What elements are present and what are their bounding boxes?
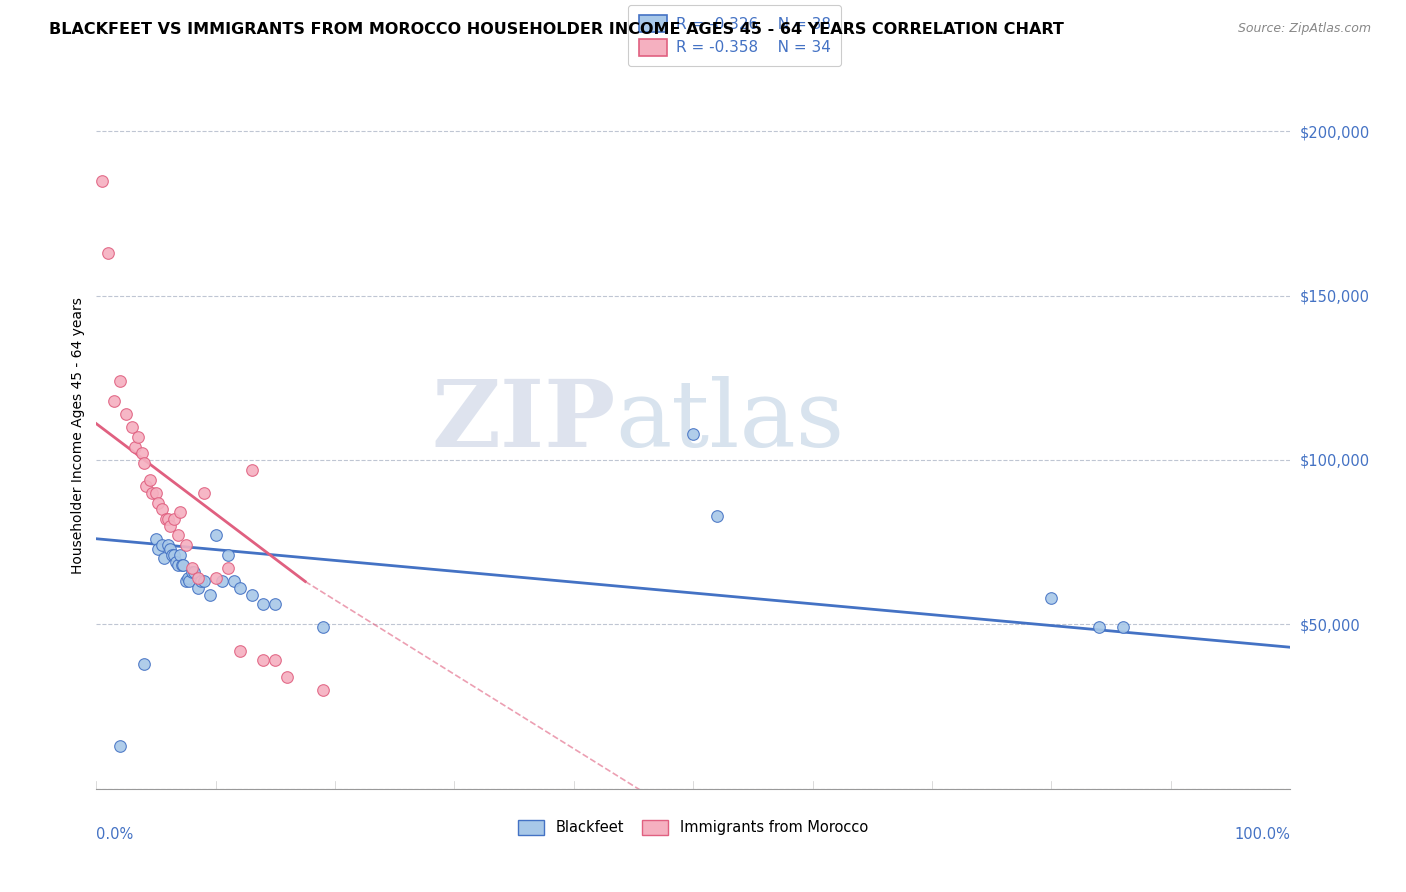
- Point: [160, 548, 183, 562]
- Point: [159, 518, 181, 533]
- Point: [169, 548, 191, 562]
- Point: [252, 653, 274, 667]
- Y-axis label: Householder Income Ages 45 - 64 years: Householder Income Ages 45 - 64 years: [72, 297, 86, 574]
- Point: [312, 682, 335, 697]
- Point: [204, 528, 226, 542]
- Point: [166, 528, 188, 542]
- Point: [135, 479, 157, 493]
- Point: [174, 574, 197, 589]
- Text: BLACKFEET VS IMMIGRANTS FROM MOROCCO HOUSEHOLDER INCOME AGES 45 - 64 YEARS CORRE: BLACKFEET VS IMMIGRANTS FROM MOROCCO HOU…: [49, 22, 1064, 37]
- Text: 0.0%: 0.0%: [97, 828, 134, 842]
- Point: [217, 561, 239, 575]
- Point: [682, 426, 704, 441]
- Point: [159, 541, 181, 556]
- Point: [163, 512, 186, 526]
- Point: [145, 532, 167, 546]
- Point: [91, 173, 114, 187]
- Point: [169, 506, 191, 520]
- Point: [139, 473, 162, 487]
- Point: [148, 541, 170, 556]
- Point: [124, 440, 146, 454]
- Point: [150, 502, 173, 516]
- Point: [252, 598, 274, 612]
- Point: [180, 565, 202, 579]
- Point: [115, 407, 138, 421]
- Point: [131, 446, 153, 460]
- Point: [706, 508, 728, 523]
- Point: [110, 739, 132, 753]
- Point: [183, 565, 205, 579]
- Point: [204, 571, 226, 585]
- Point: [166, 558, 188, 572]
- Point: [190, 574, 212, 589]
- Point: [222, 574, 245, 589]
- Point: [155, 512, 177, 526]
- Point: [156, 512, 179, 526]
- Point: [148, 495, 170, 509]
- Point: [198, 588, 221, 602]
- Text: ZIP: ZIP: [432, 376, 616, 467]
- Point: [217, 548, 239, 562]
- Point: [174, 538, 197, 552]
- Point: [141, 485, 163, 500]
- Text: Source: ZipAtlas.com: Source: ZipAtlas.com: [1237, 22, 1371, 36]
- Point: [193, 485, 215, 500]
- Point: [264, 598, 287, 612]
- Text: atlas: atlas: [616, 376, 845, 467]
- Point: [156, 538, 179, 552]
- Point: [153, 551, 176, 566]
- Point: [121, 420, 143, 434]
- Point: [312, 620, 335, 634]
- Point: [228, 643, 250, 657]
- Point: [1088, 620, 1111, 634]
- Point: [103, 393, 125, 408]
- Point: [132, 456, 155, 470]
- Point: [150, 538, 173, 552]
- Point: [264, 653, 287, 667]
- Legend: Blackfeet, Immigrants from Morocco: Blackfeet, Immigrants from Morocco: [512, 814, 875, 841]
- Point: [228, 581, 250, 595]
- Point: [187, 581, 209, 595]
- Point: [172, 558, 194, 572]
- Point: [177, 571, 200, 585]
- Point: [240, 588, 263, 602]
- Point: [211, 574, 233, 589]
- Text: 100.0%: 100.0%: [1234, 828, 1289, 842]
- Point: [193, 574, 215, 589]
- Point: [163, 548, 186, 562]
- Point: [1112, 620, 1135, 634]
- Point: [172, 558, 194, 572]
- Point: [187, 571, 209, 585]
- Point: [179, 574, 201, 589]
- Point: [180, 561, 202, 575]
- Point: [240, 463, 263, 477]
- Point: [132, 657, 155, 671]
- Point: [1040, 591, 1063, 605]
- Point: [165, 555, 187, 569]
- Point: [97, 245, 120, 260]
- Point: [110, 374, 132, 388]
- Point: [127, 430, 149, 444]
- Point: [276, 670, 298, 684]
- Point: [145, 485, 167, 500]
